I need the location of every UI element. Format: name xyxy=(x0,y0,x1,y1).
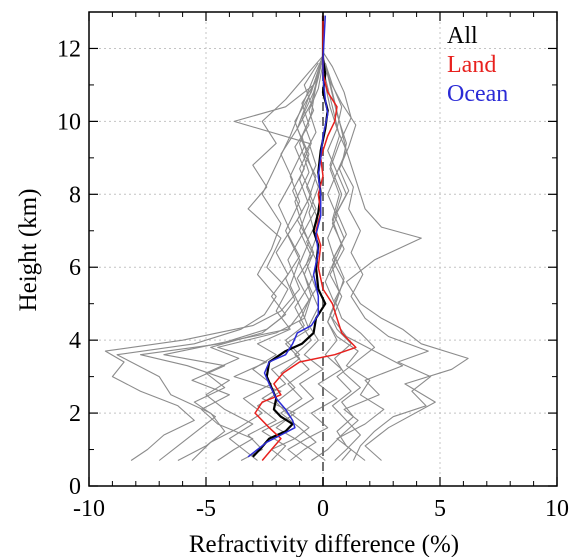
x-tick-label: -5 xyxy=(196,496,216,522)
tick-labels: -10 -5 0 5 10 0 2 4 6 8 10 12 xyxy=(57,36,569,522)
background-profile-line xyxy=(104,55,324,461)
background-profile-line xyxy=(310,55,404,461)
legend-entry-all: All xyxy=(447,23,478,49)
background-profile-line xyxy=(158,59,324,461)
background-profile-line xyxy=(322,55,432,461)
background-profiles xyxy=(104,51,469,461)
background-profile-line xyxy=(324,62,469,461)
mean-profiles xyxy=(247,15,357,461)
x-axis-title: Refractivity difference (%) xyxy=(189,531,459,557)
x-tick-label: 0 xyxy=(317,496,329,522)
y-tick-label: 10 xyxy=(57,109,81,135)
background-profile-line xyxy=(261,62,319,461)
background-profile-line xyxy=(322,59,385,461)
axis-ticks xyxy=(88,12,558,487)
series-line-ocean xyxy=(247,15,329,458)
background-profile-line xyxy=(116,55,324,461)
y-tick-label: 6 xyxy=(69,255,81,281)
background-profile-line xyxy=(191,55,324,461)
y-tick-label: 2 xyxy=(69,401,81,427)
y-tick-label: 12 xyxy=(57,36,81,62)
x-tick-label: 10 xyxy=(545,496,569,522)
x-tick-label: -10 xyxy=(73,496,105,522)
series-line-land xyxy=(254,15,357,461)
background-profile-line xyxy=(322,51,366,461)
x-tick-label: 5 xyxy=(434,496,446,522)
y-tick-label: 0 xyxy=(69,474,81,500)
y-tick-label: 8 xyxy=(69,182,81,208)
y-axis-title: Height (km) xyxy=(15,189,42,312)
background-profile-line xyxy=(163,62,322,461)
background-profile-line xyxy=(139,55,324,461)
background-profile-line xyxy=(287,59,343,461)
background-profile-line xyxy=(217,55,324,461)
legend-entry-ocean: Ocean xyxy=(447,81,508,107)
y-tick-label: 4 xyxy=(69,328,81,354)
legend-entry-land: Land xyxy=(447,52,496,78)
background-profile-line xyxy=(324,62,376,461)
legend: All Land Ocean xyxy=(447,23,508,107)
